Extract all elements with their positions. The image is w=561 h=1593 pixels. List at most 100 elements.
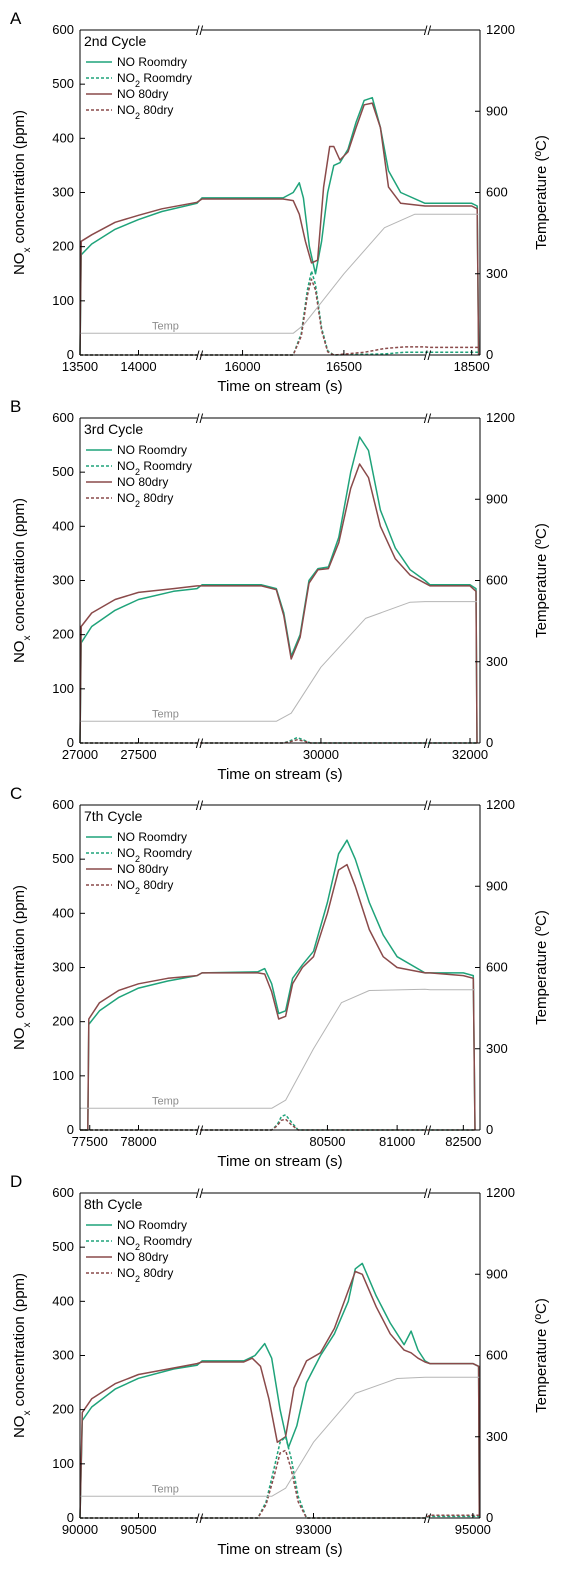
- axis-break-1-1: //: [424, 736, 432, 751]
- y-tick-label-4: 400: [52, 518, 74, 533]
- x-tick-label-2-0: 95000: [455, 1522, 491, 1537]
- y-tick-label-1: 100: [52, 1068, 74, 1083]
- legend-label-0: NO Roomdry: [117, 55, 187, 69]
- series-line-4: [80, 601, 477, 722]
- axis-break-1-1: //: [424, 1123, 432, 1138]
- y2-tick-label-1: 300: [486, 1041, 508, 1056]
- y2-tick-label-3: 900: [486, 491, 508, 506]
- y-tick-label-5: 500: [52, 1239, 74, 1254]
- y2-tick-label-1: 300: [486, 1429, 508, 1444]
- chart-title: 3rd Cycle: [84, 421, 143, 437]
- x-tick-label-1-1: 16500: [326, 359, 362, 374]
- y-tick-label-5: 500: [52, 464, 74, 479]
- series-line-0: [79, 96, 480, 356]
- legend-label-2: NO 80dry: [117, 475, 168, 489]
- axis-break-0-1: //: [196, 736, 204, 751]
- y2-axis-title: Temperature (ºC): [533, 135, 550, 250]
- y2-tick-label-2: 600: [486, 185, 508, 200]
- legend-label-3: NO2 80dry: [117, 1266, 173, 1284]
- y-axis-title: NOx concentration (ppm): [11, 885, 33, 1050]
- chart-title: 8th Cycle: [84, 1196, 143, 1212]
- y-tick-label-4: 400: [52, 1293, 74, 1308]
- y2-tick-label-1: 300: [486, 266, 508, 281]
- legend-label-2: NO 80dry: [117, 87, 168, 101]
- legend-label-2: NO 80dry: [117, 862, 168, 876]
- y2-axis-title: Temperature (ºC): [533, 910, 550, 1025]
- y-tick-label-1: 100: [52, 293, 74, 308]
- series-line-4: [80, 1376, 480, 1497]
- y2-tick-label-2: 600: [486, 573, 508, 588]
- series-line-1: [80, 863, 476, 1131]
- axis-break-1-0: //: [424, 411, 432, 426]
- legend-label-0: NO Roomdry: [117, 1218, 187, 1232]
- x-tick-label-0-1: 78000: [120, 1134, 156, 1149]
- chart-title: 2nd Cycle: [84, 33, 146, 49]
- legend-label-0: NO Roomdry: [117, 830, 187, 844]
- y2-tick-label-3: 900: [486, 878, 508, 893]
- panel-b: B 3rd Cycle // // // // 0 100 200 300 400 500 600 0 30…: [10, 397, 550, 783]
- y2-tick-label-2: 600: [486, 960, 508, 975]
- axis-break-0-0: //: [196, 23, 204, 38]
- series-line-0: [79, 1262, 481, 1519]
- y2-tick-label-0: 0: [486, 1510, 493, 1525]
- legend-label-3: NO2 80dry: [117, 878, 173, 896]
- y2-tick-label-3: 900: [486, 103, 508, 118]
- y2-tick-label-0: 0: [486, 735, 493, 750]
- x-tick-label-0-0: 13500: [62, 359, 98, 374]
- y-tick-label-6: 600: [52, 797, 74, 812]
- y-tick-label-3: 300: [52, 185, 74, 200]
- axis-break-0-1: //: [196, 1123, 204, 1138]
- x-tick-label-0-0: 90000: [62, 1522, 98, 1537]
- temp-annotation: Temp: [152, 1483, 179, 1495]
- x-axis-title: Time on stream (s): [217, 766, 342, 783]
- panel-label: A: [10, 9, 22, 28]
- series-line-2: [80, 736, 477, 744]
- y-tick-label-0: 0: [67, 1510, 74, 1525]
- y2-tick-label-3: 900: [486, 1266, 508, 1281]
- y-tick-label-3: 300: [52, 1348, 74, 1363]
- x-tick-label-0-1: 90500: [120, 1522, 156, 1537]
- axis-break-0-1: //: [196, 348, 204, 363]
- series-line-4: [80, 988, 475, 1109]
- chart-title: 7th Cycle: [84, 808, 143, 824]
- x-tick-label-0-1: 14000: [120, 359, 156, 374]
- y2-axis-title: Temperature (ºC): [533, 523, 550, 638]
- y-tick-label-1: 100: [52, 1456, 74, 1471]
- panel-label: C: [10, 784, 22, 803]
- x-axis-title: Time on stream (s): [217, 1153, 342, 1170]
- y2-tick-label-4: 1200: [486, 797, 515, 812]
- axis-break-0-0: //: [196, 411, 204, 426]
- y-tick-label-2: 200: [52, 239, 74, 254]
- y-tick-label-6: 600: [52, 1185, 74, 1200]
- x-tick-label-1-1: 81000: [379, 1134, 415, 1149]
- temp-annotation: Temp: [152, 1095, 179, 1107]
- legend-label-1: NO2 Roomdry: [117, 459, 192, 477]
- y-axis-title: NOx concentration (ppm): [11, 498, 33, 663]
- panel-label: B: [10, 397, 21, 416]
- series-line-1: [79, 463, 478, 744]
- y-tick-label-2: 200: [52, 627, 74, 642]
- series-line-2: [80, 1436, 480, 1519]
- x-tick-label-1-0: 93000: [295, 1522, 331, 1537]
- y-tick-label-6: 600: [52, 410, 74, 425]
- x-tick-label-1-0: 30000: [303, 747, 339, 762]
- x-tick-label-1-0: 80500: [309, 1134, 345, 1149]
- series-line-2: [80, 1114, 475, 1131]
- y-tick-label-2: 200: [52, 1014, 74, 1029]
- series-line-2: [80, 270, 479, 356]
- panel-d: D 8th Cycle // // // // 0 100 200 300 400 500 600 0 30…: [10, 1172, 550, 1558]
- y2-tick-label-4: 1200: [486, 1185, 515, 1200]
- series-line-3: [80, 1118, 475, 1131]
- axis-break-1-0: //: [424, 798, 432, 813]
- x-tick-label-0-0: 27000: [62, 747, 98, 762]
- y-tick-label-5: 500: [52, 851, 74, 866]
- legend-label-0: NO Roomdry: [117, 443, 187, 457]
- panel-a: A 2nd Cycle // // // // 0 100 200 300 400 500 600 0 30…: [10, 9, 550, 395]
- y2-axis-title: Temperature (ºC): [533, 1298, 550, 1413]
- y-tick-label-0: 0: [67, 735, 74, 750]
- temp-annotation: Temp: [152, 708, 179, 720]
- axis-break-0-0: //: [196, 1186, 204, 1201]
